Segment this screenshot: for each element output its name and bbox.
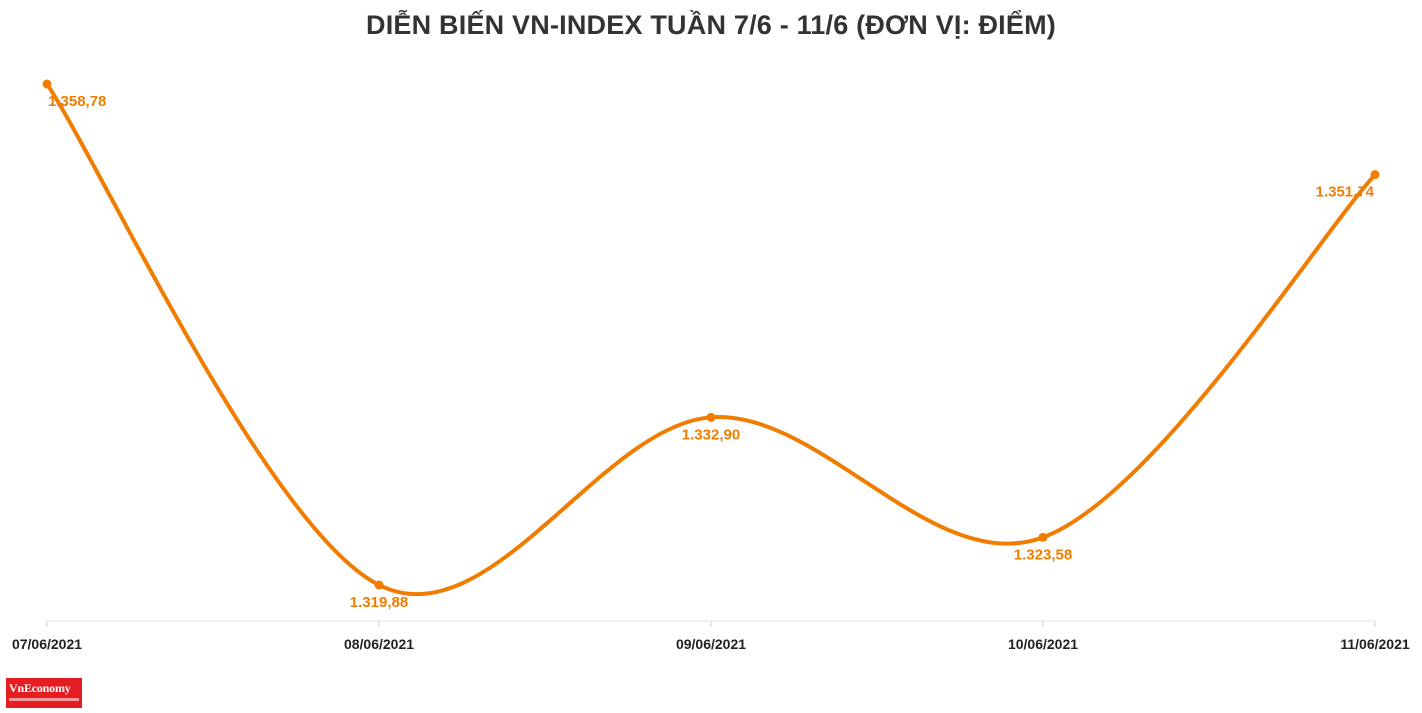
- data-label: 1.323,58: [1014, 546, 1072, 563]
- data-point[interactable]: [706, 412, 716, 422]
- x-tick-label: 10/06/2021: [1008, 636, 1078, 652]
- logo-text: VnEconomy: [9, 681, 71, 695]
- data-point[interactable]: [374, 580, 384, 590]
- vneconomy-logo: VnEconomy: [6, 678, 82, 708]
- chart-title: DIỄN BIẾN VN-INDEX TUẦN 7/6 - 11/6 (ĐƠN …: [366, 10, 1056, 40]
- logo-subline: [9, 698, 79, 701]
- x-tick-label: 08/06/2021: [344, 636, 414, 652]
- series-line: [45, 82, 1377, 596]
- x-tick-label: 11/06/2021: [1340, 636, 1410, 652]
- data-label: 1.351,74: [1316, 184, 1375, 201]
- data-point[interactable]: [1370, 170, 1380, 180]
- x-tick-label: 09/06/2021: [676, 636, 746, 652]
- data-point[interactable]: [1038, 532, 1048, 542]
- x-tick-label: 07/06/2021: [12, 636, 82, 652]
- data-label: 1.319,88: [350, 594, 408, 611]
- data-label: 1.332,90: [682, 426, 740, 443]
- data-label: 1.358,78: [48, 93, 106, 110]
- data-point[interactable]: [42, 79, 52, 89]
